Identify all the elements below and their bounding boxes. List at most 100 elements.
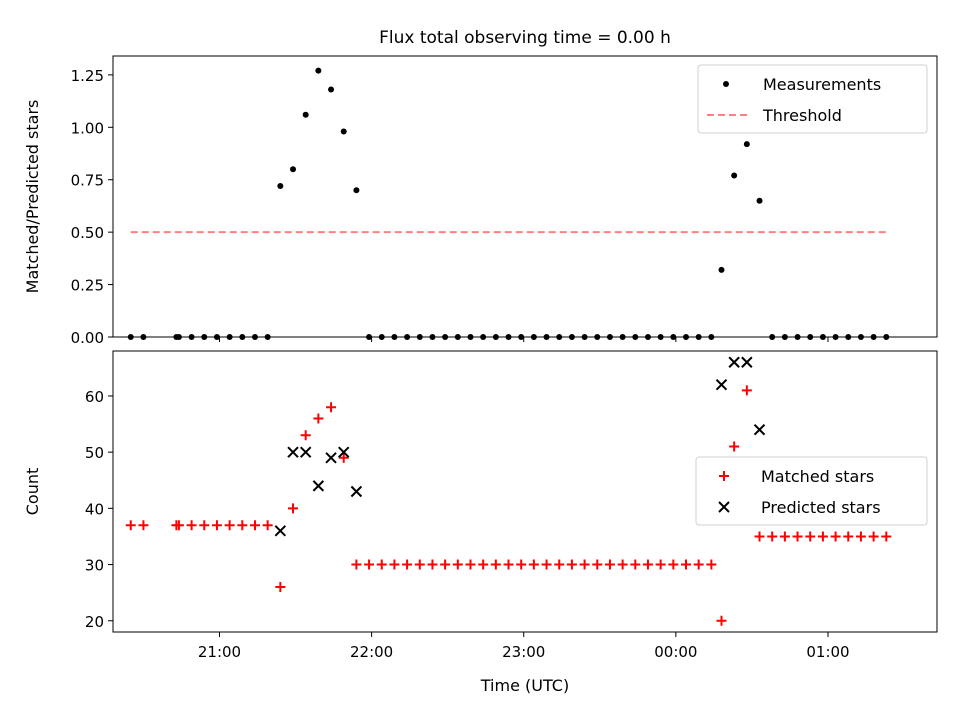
y-axis-label: Count xyxy=(23,468,42,516)
legend: Matched stars Predicted stars xyxy=(695,456,928,526)
measurement-point xyxy=(731,172,738,179)
matched-stars-point xyxy=(541,559,552,570)
matched-stars-point xyxy=(642,559,653,570)
matched-stars-point xyxy=(579,559,590,570)
figure-title: Flux total observing time = 0.00 h xyxy=(379,28,671,48)
matched-stars-point xyxy=(566,559,577,570)
matched-stars-point xyxy=(237,520,248,531)
matched-stars-point xyxy=(516,559,527,570)
matched-stars-point xyxy=(125,520,136,531)
matched-stars-point xyxy=(881,531,892,542)
predicted-stars-point xyxy=(338,446,350,458)
y-tick-label: 50 xyxy=(85,444,104,462)
matched-stars-point xyxy=(767,531,778,542)
axes-frame xyxy=(112,350,938,633)
matched-stars-point xyxy=(741,385,752,396)
predicted-stars-point xyxy=(753,423,766,436)
y-tick-label: 40 xyxy=(85,500,104,518)
matched-stars-point xyxy=(376,559,387,570)
matched-stars-point xyxy=(402,559,413,570)
measurement-point xyxy=(302,111,309,118)
matched-stars-point xyxy=(313,413,324,424)
legend-matched-handle xyxy=(719,471,729,481)
predicted-stars-point xyxy=(350,485,363,498)
predicted-stars-point xyxy=(312,480,325,492)
predicted-stars-point xyxy=(741,356,753,368)
y-tick-label: 60 xyxy=(85,388,104,406)
matched-stars-point xyxy=(617,559,628,570)
matched-stars-point xyxy=(754,531,765,542)
matched-stars-point xyxy=(224,520,235,531)
measurement-point xyxy=(315,67,322,74)
matched-stars-point xyxy=(817,531,828,542)
matched-stars-point xyxy=(440,559,451,570)
y-tick-label: 20 xyxy=(85,613,104,631)
matched-stars-point xyxy=(592,559,603,570)
x-tick-label: 23:00 xyxy=(502,643,545,661)
legend: Measurements Threshold xyxy=(697,64,928,134)
y-tick-label: 0.00 xyxy=(71,329,104,347)
matched-stars-point xyxy=(528,559,539,570)
matched-stars-point xyxy=(830,531,841,542)
legend-box xyxy=(695,456,928,526)
measurement-point xyxy=(743,141,750,148)
matched-stars-point xyxy=(249,520,260,531)
matched-stars-point xyxy=(452,559,463,570)
measurement-point xyxy=(718,266,725,273)
legend-label: Predicted stars xyxy=(761,498,881,517)
matched-stars-point xyxy=(288,503,299,514)
matched-stars-point xyxy=(427,559,438,570)
legend-label: Threshold xyxy=(762,106,842,125)
matched-stars-point xyxy=(668,559,679,570)
measurement-point xyxy=(756,197,763,204)
legend-label: Matched stars xyxy=(761,467,874,486)
matched-stars-point xyxy=(262,520,273,531)
matched-stars-point xyxy=(211,520,222,531)
x-axis-label: Time (UTC) xyxy=(480,676,569,695)
matched-stars-point xyxy=(465,559,476,570)
y-tick-label: 0.75 xyxy=(71,172,104,190)
x-tick-label: 00:00 xyxy=(654,643,697,661)
predicted-stars-point xyxy=(715,379,728,391)
y-tick-label: 0.50 xyxy=(71,224,104,242)
matched-stars-point xyxy=(490,559,501,570)
axes-frame xyxy=(112,55,938,338)
series-matched-stars xyxy=(125,385,892,626)
matched-stars-point xyxy=(729,441,740,452)
legend-measurements-handle xyxy=(723,81,729,87)
x-tick-label: 01:00 xyxy=(806,643,849,661)
matched-stars-point xyxy=(351,559,362,570)
matched-stars-point xyxy=(792,531,803,542)
predicted-stars-point xyxy=(287,446,299,458)
matched-stars-point xyxy=(716,615,727,626)
legend-label: Measurements xyxy=(763,75,881,94)
matched-stars-point xyxy=(604,559,615,570)
matched-stars-point xyxy=(843,531,854,542)
matched-stars-point xyxy=(655,559,666,570)
predicted-stars-point xyxy=(299,446,312,458)
matched-stars-point xyxy=(478,559,489,570)
bottom-panel-counts: 20 30 40 50 60 21:00 22:00 23:00 00:00 01:00 Count… xyxy=(23,350,938,695)
y-tick-label: 1.25 xyxy=(71,67,104,85)
top-panel-ratio: 0.00 0.25 0.50 0.75 1.00 1.25 Matched/Predicte… xyxy=(23,55,938,347)
y-tick-label: 0.25 xyxy=(71,277,104,295)
matched-stars-point xyxy=(680,559,691,570)
matched-stars-point xyxy=(855,531,866,542)
legend-predicted-handle xyxy=(718,501,730,513)
predicted-stars-point xyxy=(325,452,337,464)
matched-stars-point xyxy=(300,430,311,441)
measurement-point xyxy=(277,183,284,190)
x-tick-label: 22:00 xyxy=(350,643,393,661)
y-axis-label: Matched/Predicted stars xyxy=(23,100,42,294)
series-predicted-stars xyxy=(274,356,766,537)
y-tick-label: 1.00 xyxy=(71,119,104,137)
measurement-point xyxy=(328,86,335,93)
matched-stars-point xyxy=(554,559,565,570)
matched-stars-point xyxy=(199,520,210,531)
matched-stars-point xyxy=(630,559,641,570)
matched-stars-point xyxy=(138,520,149,531)
matched-stars-point xyxy=(173,520,184,531)
matched-stars-point xyxy=(503,559,514,570)
matched-stars-point xyxy=(186,520,197,531)
predicted-stars-point xyxy=(728,356,740,368)
